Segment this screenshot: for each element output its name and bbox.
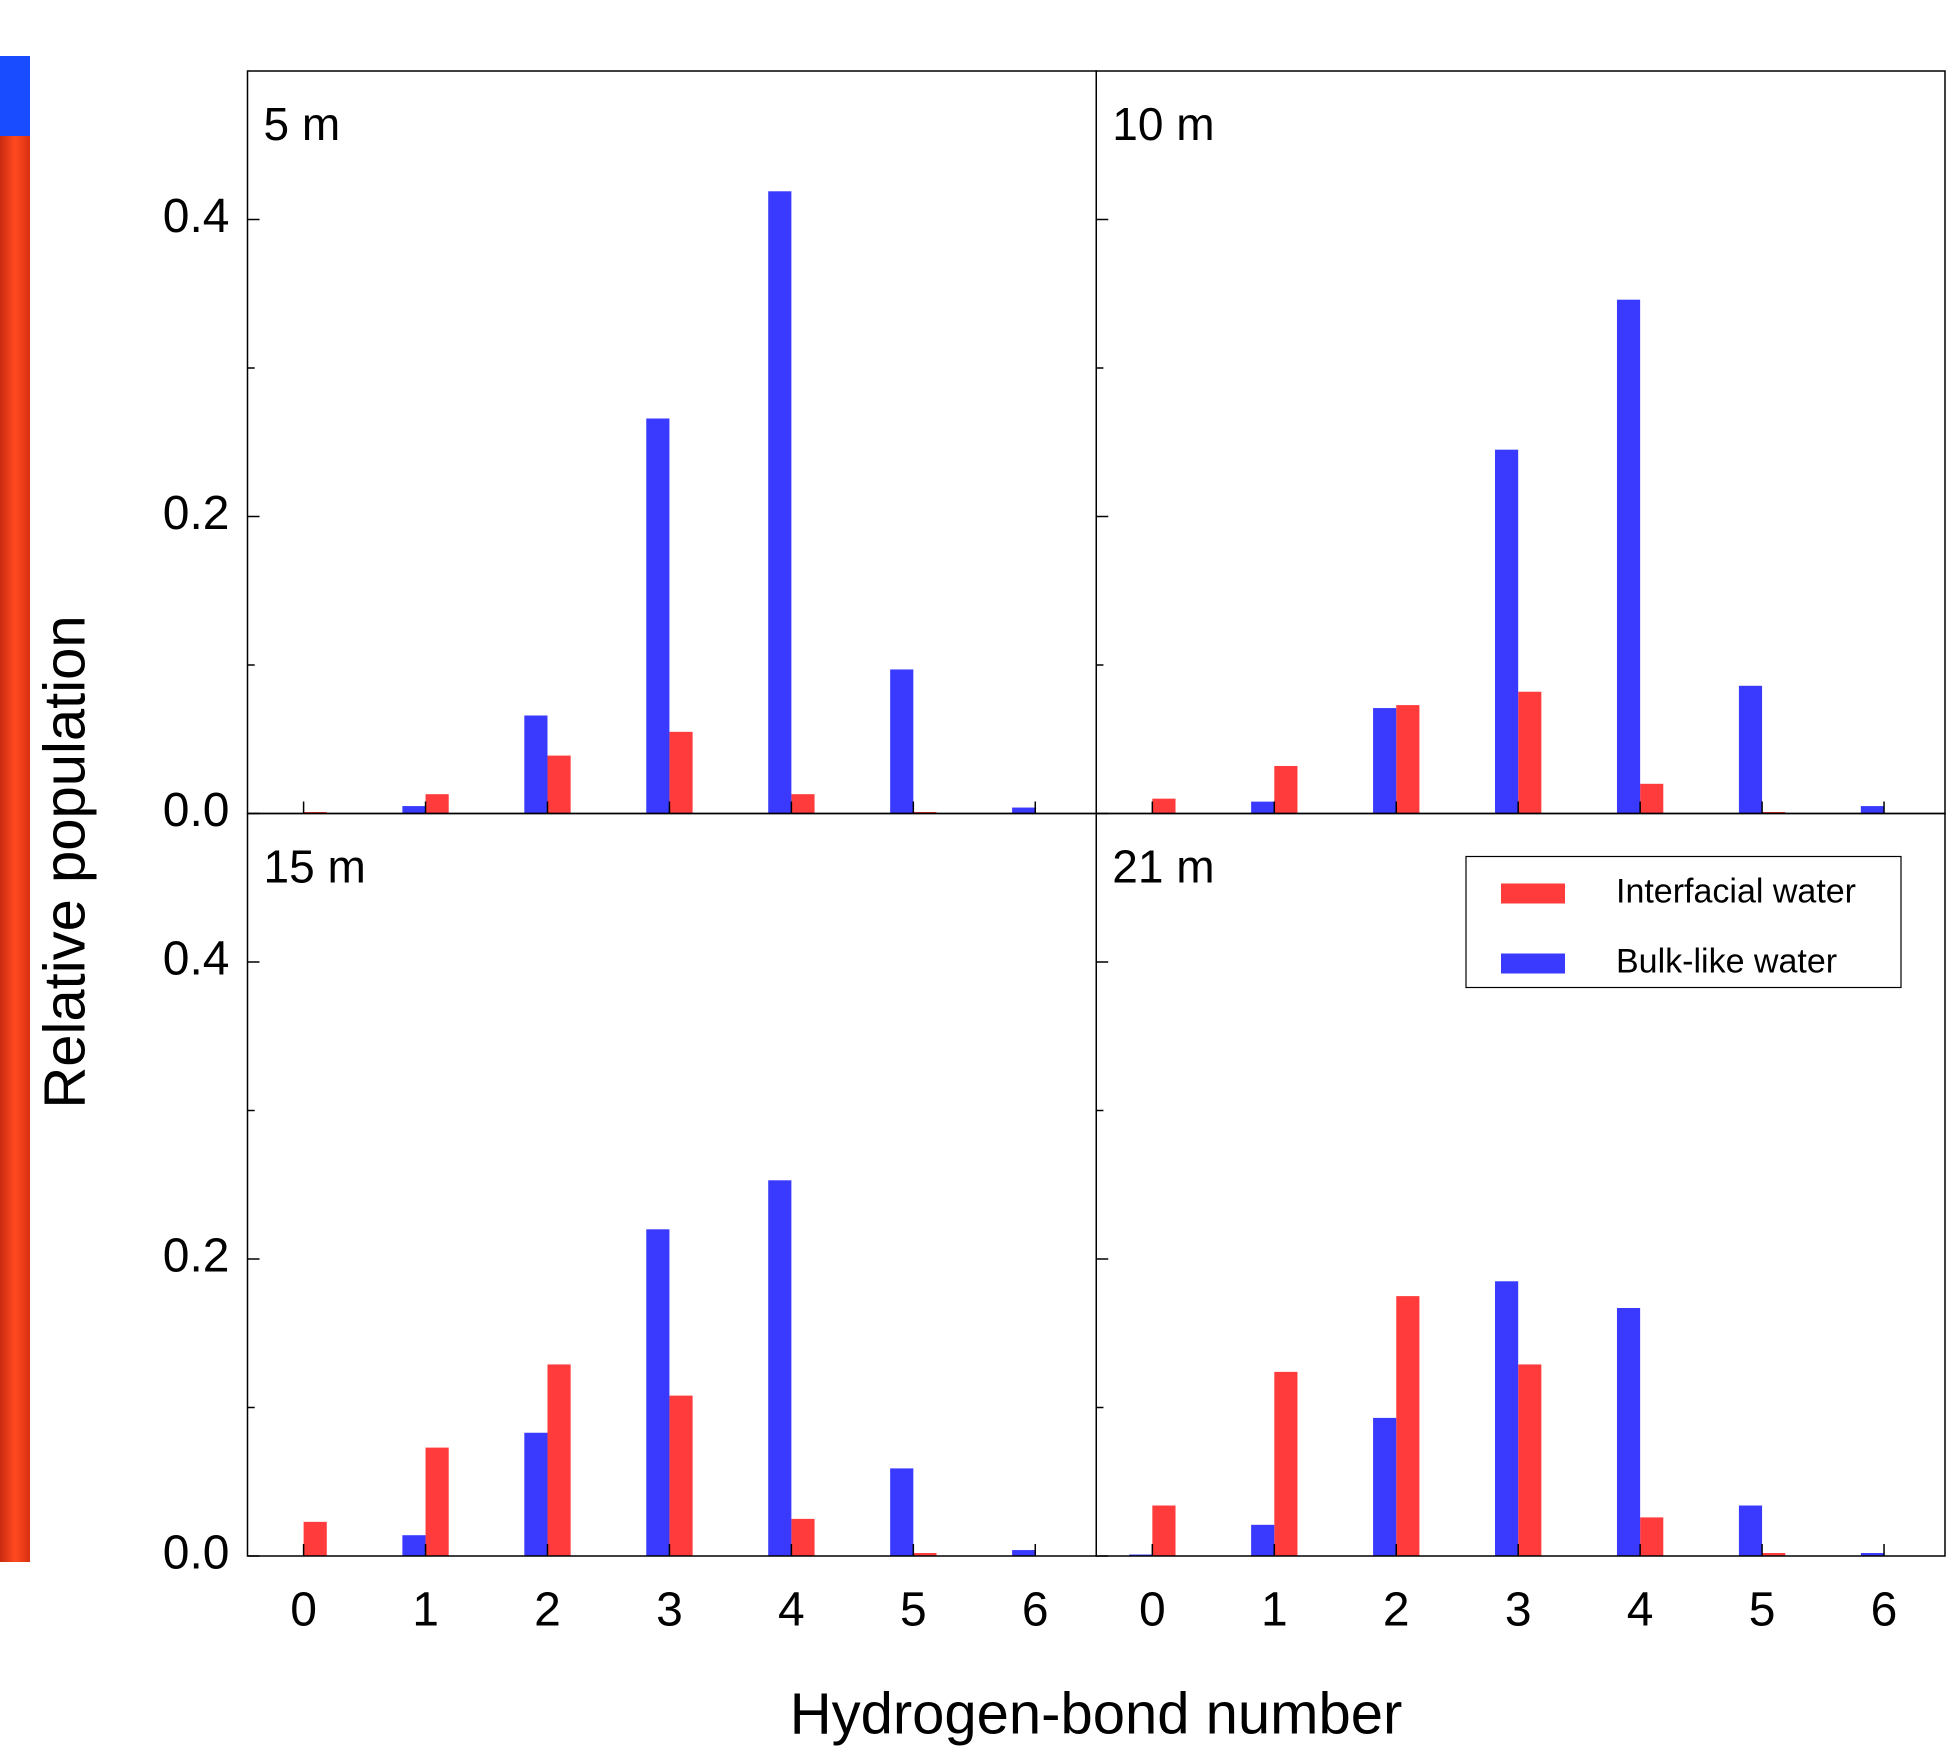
side-image-top xyxy=(0,56,30,136)
bar xyxy=(1616,1308,1641,1556)
bar xyxy=(1495,449,1519,814)
bar xyxy=(425,1447,449,1556)
bar xyxy=(402,1535,426,1556)
bar xyxy=(1012,807,1036,814)
panel-title: 15 m xyxy=(264,841,366,893)
legend-label: Interfacial water xyxy=(1616,872,1856,910)
bar xyxy=(1251,801,1275,814)
x-tick-label: 0 xyxy=(290,1584,317,1637)
bar xyxy=(402,806,426,814)
x-tick-label: 1 xyxy=(1261,1584,1288,1637)
x-axis-label: Hydrogen-bond number xyxy=(790,1681,1403,1746)
bar xyxy=(1012,1550,1036,1556)
x-tick-label: 3 xyxy=(1505,1584,1532,1637)
x-tick-label: 4 xyxy=(778,1584,805,1637)
legend-swatch xyxy=(1501,883,1565,904)
bar xyxy=(1518,1364,1542,1556)
y-tick-label: 0.2 xyxy=(163,487,230,540)
bar xyxy=(669,1395,693,1556)
bar xyxy=(791,794,815,814)
bar xyxy=(1373,708,1397,814)
bar xyxy=(1762,1553,1786,1556)
bar xyxy=(1495,1281,1519,1556)
bar xyxy=(1640,1517,1664,1556)
bar xyxy=(1640,783,1664,814)
bar xyxy=(1373,1417,1397,1556)
panel-title: 5 m xyxy=(264,98,341,150)
y-tick-label: 0.4 xyxy=(163,933,230,986)
x-tick-label: 2 xyxy=(1383,1584,1410,1637)
bar xyxy=(524,715,548,814)
panel-frame xyxy=(1095,812,1946,1557)
x-tick-label: 3 xyxy=(656,1584,683,1637)
x-tick-label: 4 xyxy=(1627,1584,1654,1637)
legend-swatch xyxy=(1501,953,1565,974)
bar xyxy=(1274,765,1298,814)
bar xyxy=(890,1468,914,1556)
bar xyxy=(646,1229,670,1556)
bar xyxy=(1738,685,1763,814)
bar xyxy=(1251,1524,1275,1556)
bar xyxy=(547,1364,571,1556)
x-tick-label: 1 xyxy=(412,1584,439,1637)
bar xyxy=(913,1553,937,1556)
panel-title: 21 m xyxy=(1112,841,1214,893)
bar xyxy=(669,731,693,814)
side-image xyxy=(0,56,30,1562)
bar xyxy=(646,418,670,814)
bar xyxy=(524,1432,548,1556)
bar xyxy=(303,1521,327,1556)
bar xyxy=(1274,1371,1298,1556)
panel-frame xyxy=(246,70,1097,815)
bar xyxy=(768,1180,792,1556)
bar xyxy=(1518,691,1542,814)
bar xyxy=(890,669,914,814)
bar xyxy=(1396,705,1420,814)
x-tick-label: 5 xyxy=(1749,1584,1776,1637)
bar xyxy=(1152,1505,1176,1556)
y-axis-label: Relative population xyxy=(32,615,97,1108)
y-tick-label: 0.4 xyxy=(163,190,230,243)
bar xyxy=(768,191,792,814)
x-tick-label: 6 xyxy=(1022,1584,1049,1637)
x-tick-label: 6 xyxy=(1871,1584,1898,1637)
bar xyxy=(1738,1505,1763,1556)
bar xyxy=(1152,798,1176,814)
x-tick-label: 0 xyxy=(1139,1584,1166,1637)
bar xyxy=(1860,806,1885,814)
bar xyxy=(547,755,571,814)
x-tick-label: 5 xyxy=(900,1584,927,1637)
y-tick-label: 0.0 xyxy=(163,1527,230,1580)
y-tick-label: 0.2 xyxy=(163,1230,230,1283)
bar xyxy=(1396,1296,1420,1556)
bar xyxy=(1616,299,1641,814)
legend-label: Bulk-like water xyxy=(1616,942,1837,980)
bar xyxy=(1860,1553,1885,1556)
bar xyxy=(791,1518,815,1556)
bar xyxy=(425,794,449,814)
y-tick-label: 0.0 xyxy=(163,784,230,837)
x-tick-label: 2 xyxy=(534,1584,561,1637)
panel-title: 10 m xyxy=(1112,98,1214,150)
